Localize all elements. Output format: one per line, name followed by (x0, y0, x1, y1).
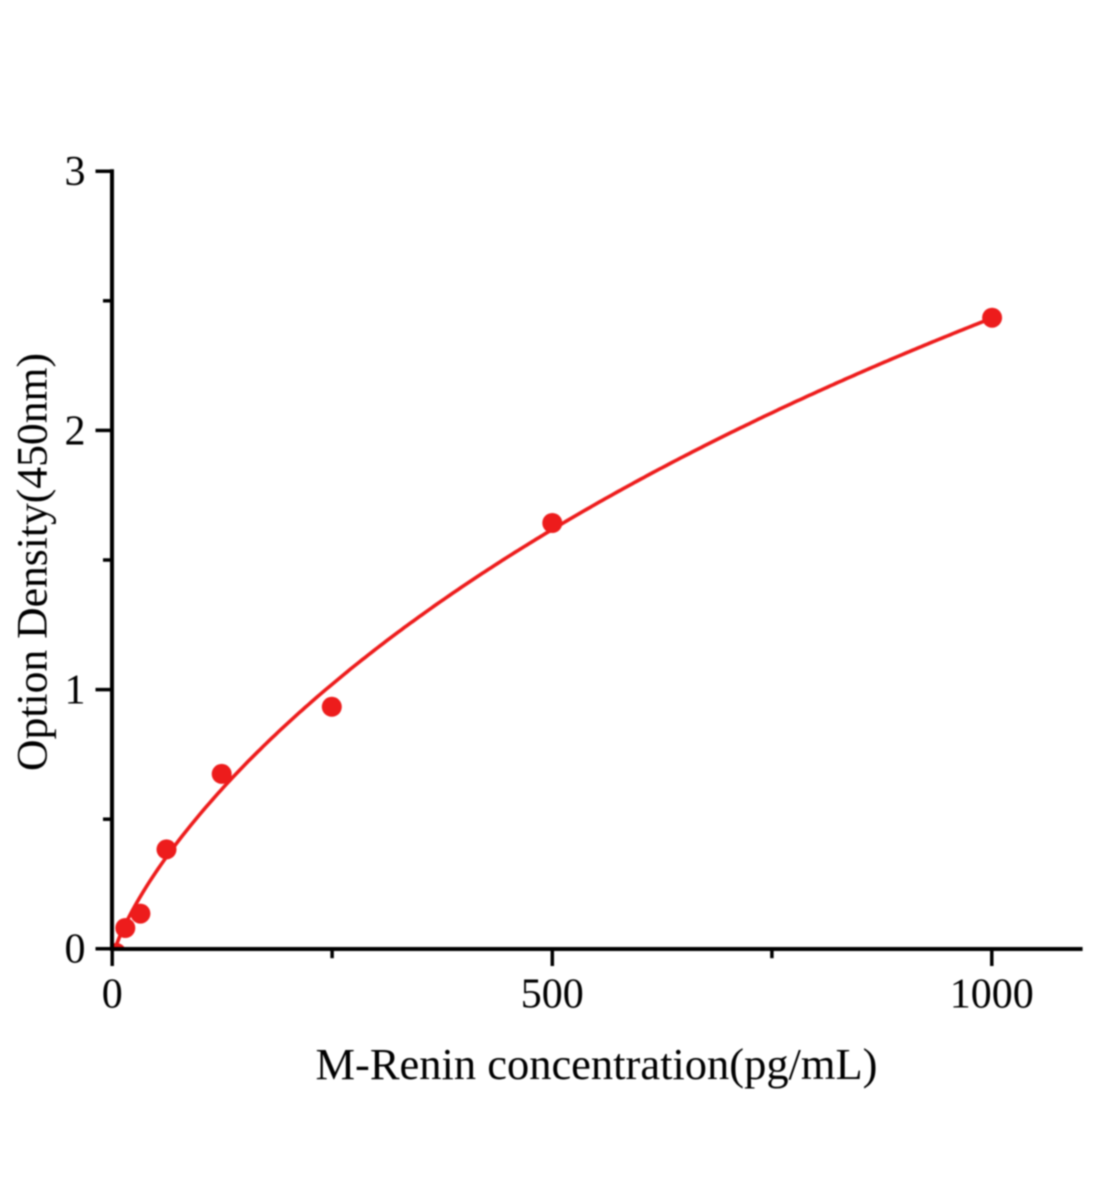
svg-text:500: 500 (521, 972, 584, 1018)
svg-text:1000: 1000 (950, 972, 1034, 1018)
svg-text:0: 0 (65, 927, 86, 973)
svg-text:Option Density(450nm): Option Density(450nm) (10, 353, 57, 771)
svg-text:3: 3 (65, 149, 86, 195)
svg-text:M-Renin concentration(pg/mL): M-Renin concentration(pg/mL) (316, 1039, 878, 1089)
svg-text:1: 1 (65, 668, 86, 714)
svg-text:2: 2 (65, 408, 86, 454)
svg-text:0: 0 (102, 972, 123, 1018)
